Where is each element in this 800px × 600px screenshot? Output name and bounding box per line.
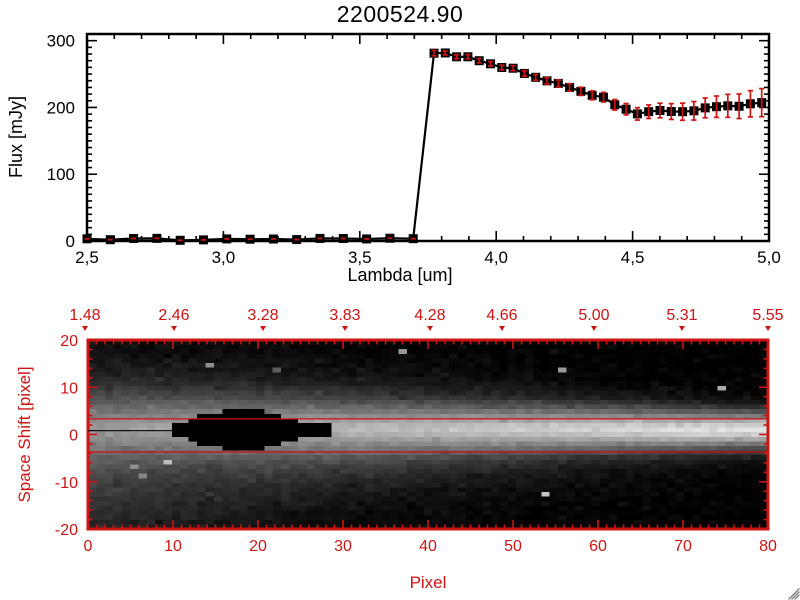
svg-text:-10: -10 — [55, 475, 78, 492]
svg-text:-20: -20 — [55, 522, 78, 539]
svg-text:0: 0 — [66, 232, 75, 251]
svg-text:300: 300 — [47, 32, 75, 51]
svg-text:0: 0 — [69, 428, 78, 445]
svg-text:4,5: 4,5 — [621, 248, 645, 267]
svg-text:4,0: 4,0 — [484, 248, 508, 267]
svg-text:4.28: 4.28 — [414, 307, 445, 324]
svg-text:Lambda [um]: Lambda [um] — [347, 265, 452, 285]
svg-text:Flux [mJy]: Flux [mJy] — [6, 96, 26, 178]
svg-text:70: 70 — [674, 538, 692, 555]
svg-text:2,5: 2,5 — [75, 248, 99, 267]
svg-text:3.83: 3.83 — [329, 307, 360, 324]
svg-text:2.46: 2.46 — [158, 307, 189, 324]
svg-text:Space Shift [pixel]: Space Shift [pixel] — [15, 366, 34, 502]
svg-text:60: 60 — [589, 538, 607, 555]
svg-text:10: 10 — [164, 538, 182, 555]
svg-text:5,0: 5,0 — [757, 248, 781, 267]
svg-text:10: 10 — [60, 380, 78, 397]
svg-text:2200524.90: 2200524.90 — [337, 1, 464, 27]
svg-text:5.00: 5.00 — [578, 307, 609, 324]
svg-text:3.28: 3.28 — [247, 307, 278, 324]
svg-text:40: 40 — [419, 538, 437, 555]
svg-text:50: 50 — [504, 538, 522, 555]
svg-text:20: 20 — [249, 538, 267, 555]
svg-text:30: 30 — [334, 538, 352, 555]
svg-text:20: 20 — [60, 333, 78, 350]
svg-text:4.66: 4.66 — [486, 307, 517, 324]
svg-text:0: 0 — [84, 538, 93, 555]
svg-text:100: 100 — [47, 165, 75, 184]
svg-text:Pixel: Pixel — [410, 573, 447, 592]
svg-text:3,0: 3,0 — [212, 248, 236, 267]
svg-text:5.55: 5.55 — [752, 307, 783, 324]
svg-text:5.31: 5.31 — [666, 307, 697, 324]
svg-text:80: 80 — [759, 538, 777, 555]
svg-text:1.48: 1.48 — [69, 307, 100, 324]
svg-text:200: 200 — [47, 98, 75, 117]
